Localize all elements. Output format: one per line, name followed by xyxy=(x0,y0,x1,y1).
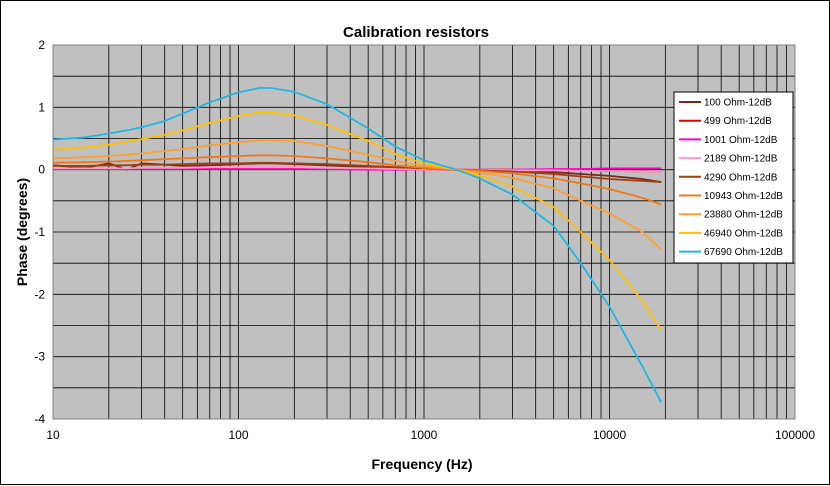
y-tick-label: -2 xyxy=(34,287,45,301)
x-axis-title: Frequency (Hz) xyxy=(371,456,472,472)
x-tick-label: 10 xyxy=(46,428,60,442)
series-line-6 xyxy=(52,154,662,206)
x-tick-labels: 10 100 1000 10000 100000 xyxy=(46,428,815,442)
legend-label: 100 Ohm-12dB xyxy=(704,98,772,109)
plot-border xyxy=(52,44,796,420)
chart-title: Calibration resistors xyxy=(343,24,489,41)
y-tick-label: 2 xyxy=(38,38,45,52)
series-line-3 xyxy=(53,167,662,171)
y-tick-label: 0 xyxy=(38,163,45,177)
legend-label: 499 Ohm-12dB xyxy=(704,116,772,127)
x-tick-label: 100 xyxy=(228,428,248,442)
legend-label: 2189 Ohm-12dB xyxy=(704,154,778,165)
x-tick-label: 1000 xyxy=(411,428,438,442)
y-axis-title: Phase (degrees) xyxy=(14,178,30,286)
series-line-9 xyxy=(52,87,662,403)
legend-label: 46940 Ohm-12dB xyxy=(704,228,783,239)
series-line-5 xyxy=(53,161,662,183)
series-line-4 xyxy=(53,166,662,174)
series-line-7 xyxy=(52,139,662,251)
y-tick-label: -4 xyxy=(34,412,45,426)
legend: 100 Ohm-12dB 499 Ohm-12dB 1001 Ohm-12dB 218… xyxy=(673,91,794,264)
y-tick-labels: 2 1 0 -1 -2 -3 -4 xyxy=(34,38,45,426)
grid-lines xyxy=(53,45,795,419)
legend-label: 10943 Ohm-12dB xyxy=(704,191,783,202)
series-lines xyxy=(52,87,662,403)
y-tick-label: 1 xyxy=(38,100,45,114)
legend-label: 67690 Ohm-12dB xyxy=(704,247,783,258)
y-tick-label: -3 xyxy=(34,350,45,364)
x-tick-label: 10000 xyxy=(593,428,627,442)
series-line-8 xyxy=(52,111,662,331)
x-tick-label: 100000 xyxy=(775,428,815,442)
y-tick-label: -1 xyxy=(34,225,45,239)
legend-label: 4290 Ohm-12dB xyxy=(704,172,778,183)
legend-label: 23880 Ohm-12dB xyxy=(704,210,783,221)
legend-label: 1001 Ohm-12dB xyxy=(704,135,778,146)
